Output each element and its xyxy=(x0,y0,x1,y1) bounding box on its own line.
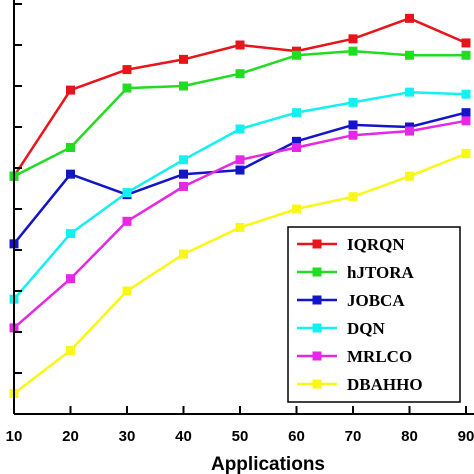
data-point-jobca xyxy=(292,136,301,146)
data-point-mrlco xyxy=(461,116,471,126)
x-tick-label: 40 xyxy=(175,428,192,445)
data-point-dbahho xyxy=(122,286,132,296)
x-tick-label: 50 xyxy=(232,428,249,445)
data-point-mrlco xyxy=(348,130,358,140)
x-tick-label: 60 xyxy=(288,428,305,445)
legend-label-dbahho: DBAHHO xyxy=(347,375,423,394)
legend-label-dqn: DQN xyxy=(347,319,386,338)
legend-marker-dqn xyxy=(312,323,322,333)
data-point-hjtora xyxy=(179,81,188,91)
legend-marker-iqrqn xyxy=(312,239,322,249)
data-point-dqn xyxy=(66,229,75,239)
legend-marker-hjtora xyxy=(312,267,322,277)
data-point-hjtora xyxy=(348,46,358,56)
data-point-dbahho xyxy=(235,222,245,232)
data-point-dbahho xyxy=(461,149,471,159)
data-point-iqrqn xyxy=(405,13,414,23)
legend-label-hjtora: hJTORA xyxy=(347,263,414,282)
x-tick-label: 70 xyxy=(345,428,362,445)
data-point-mrlco xyxy=(122,216,132,226)
data-point-dqn xyxy=(235,124,245,134)
x-axis-title: Applications xyxy=(211,454,325,474)
x-tick-label: 30 xyxy=(119,428,136,445)
data-point-dqn xyxy=(461,89,471,99)
data-point-iqrqn xyxy=(179,54,188,64)
x-tick-label: 90 xyxy=(458,428,474,445)
data-point-jobca xyxy=(348,120,358,130)
data-point-dbahho xyxy=(348,192,358,202)
data-point-iqrqn xyxy=(66,85,75,95)
legend-label-iqrqn: IQRQN xyxy=(347,235,405,254)
data-point-hjtora xyxy=(122,83,132,93)
data-point-hjtora xyxy=(405,50,414,60)
data-point-dqn xyxy=(179,155,188,165)
data-point-jobca xyxy=(179,169,188,179)
data-point-dqn xyxy=(292,108,301,118)
data-point-dbahho xyxy=(66,345,75,355)
x-tick-label: 80 xyxy=(401,428,418,445)
legend: IQRQN hJTORA JOBCA DQN MRLCO DBAHHO xyxy=(287,226,461,403)
data-point-hjtora xyxy=(461,50,471,60)
data-point-dqn xyxy=(348,97,358,107)
x-tick-label: 10 xyxy=(6,428,23,445)
data-point-iqrqn xyxy=(348,34,358,44)
data-point-hjtora xyxy=(292,50,301,60)
plot-area xyxy=(9,13,471,398)
data-point-iqrqn xyxy=(461,38,471,48)
data-point-jobca xyxy=(66,169,75,179)
data-point-mrlco xyxy=(405,126,414,136)
data-point-dqn xyxy=(122,188,132,198)
axes: 10 20 30 40 50 60 70 80 90 xyxy=(6,0,474,445)
data-point-dbahho xyxy=(292,204,301,214)
data-point-mrlco xyxy=(292,143,301,152)
legend-marker-dbahho xyxy=(312,379,322,389)
legend-label-jobca: JOBCA xyxy=(347,291,405,310)
data-point-iqrqn xyxy=(122,65,132,75)
x-tick-label: 20 xyxy=(62,428,79,445)
data-point-mrlco xyxy=(235,155,245,165)
legend-marker-mrlco xyxy=(312,351,322,361)
legend-box xyxy=(287,226,461,403)
data-point-hjtora xyxy=(235,69,245,79)
data-point-dbahho xyxy=(405,171,414,181)
data-point-hjtora xyxy=(66,143,75,152)
data-point-jobca xyxy=(461,108,471,118)
legend-label-mrlco: MRLCO xyxy=(347,347,412,366)
data-point-iqrqn xyxy=(235,40,245,50)
data-point-dqn xyxy=(405,87,414,97)
data-point-dbahho xyxy=(179,249,188,259)
data-point-mrlco xyxy=(179,181,188,191)
data-point-mrlco xyxy=(66,274,75,284)
data-point-jobca xyxy=(235,165,245,175)
legend-marker-jobca xyxy=(312,295,322,305)
